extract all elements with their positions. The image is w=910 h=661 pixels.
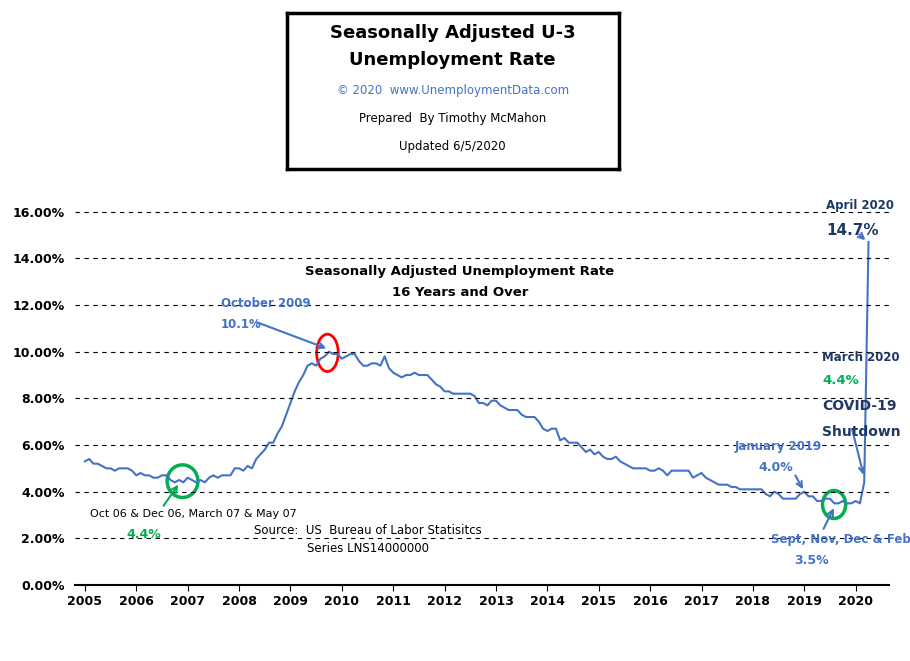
Text: COVID-19: COVID-19 xyxy=(823,399,896,413)
Text: 3.5%: 3.5% xyxy=(794,554,829,567)
Text: © 2020  www.UnemploymentData.com: © 2020 www.UnemploymentData.com xyxy=(337,85,569,97)
Text: Prepared  By Timothy McMahon: Prepared By Timothy McMahon xyxy=(359,112,546,126)
Text: Seasonally Adjusted U-3: Seasonally Adjusted U-3 xyxy=(330,24,575,42)
Text: Sept, Nov, Dec & Feb: Sept, Nov, Dec & Feb xyxy=(771,533,910,546)
Text: March 2020: March 2020 xyxy=(823,351,900,364)
Text: 10.1%: 10.1% xyxy=(221,319,262,331)
Text: Seasonally Adjusted Unemployment Rate: Seasonally Adjusted Unemployment Rate xyxy=(306,264,614,278)
Text: 16 Years and Over: 16 Years and Over xyxy=(392,286,528,299)
Text: 4.0%: 4.0% xyxy=(758,461,793,474)
Text: 4.4%: 4.4% xyxy=(823,374,859,387)
Text: 14.7%: 14.7% xyxy=(826,223,878,238)
Text: Series LNS14000000: Series LNS14000000 xyxy=(307,542,429,555)
Text: Shutdown: Shutdown xyxy=(823,424,901,439)
Text: Source:  US  Bureau of Labor Statisitcs: Source: US Bureau of Labor Statisitcs xyxy=(254,524,481,537)
Text: April 2020: April 2020 xyxy=(826,200,894,212)
Text: Updated 6/5/2020: Updated 6/5/2020 xyxy=(399,140,506,153)
Text: January 2019: January 2019 xyxy=(735,440,822,453)
Text: Oct 06 & Dec 06, March 07 & May 07: Oct 06 & Dec 06, March 07 & May 07 xyxy=(90,510,297,520)
Text: Unemployment Rate: Unemployment Rate xyxy=(349,51,556,69)
Text: 4.4%: 4.4% xyxy=(126,528,161,541)
Text: October 2009: October 2009 xyxy=(221,297,310,311)
